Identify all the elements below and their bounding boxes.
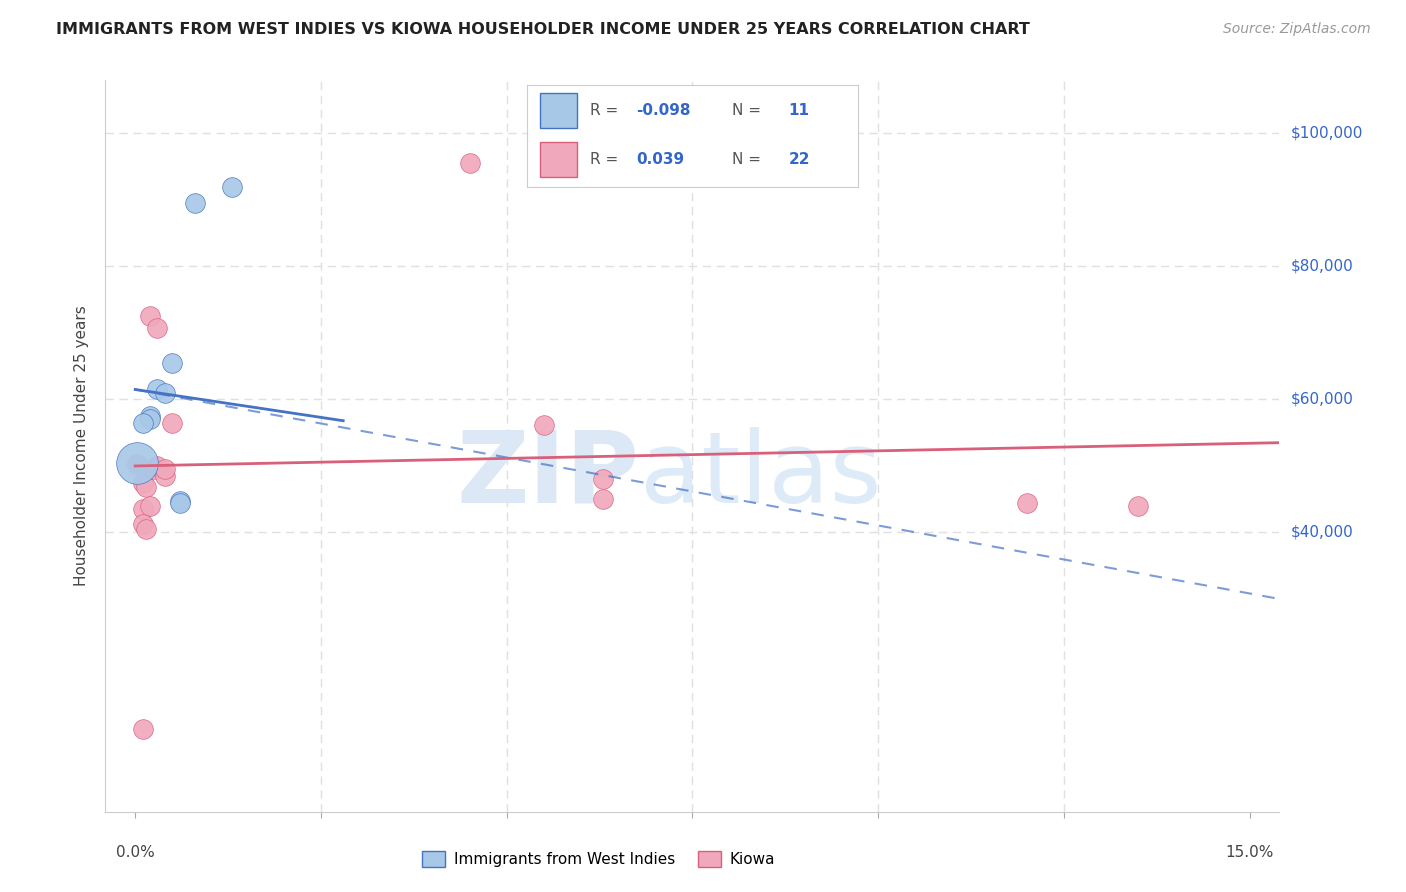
Point xyxy=(146,320,169,334)
Point xyxy=(592,492,614,507)
Text: ZIP: ZIP xyxy=(457,426,640,524)
Point xyxy=(153,469,176,483)
Text: 11: 11 xyxy=(789,103,810,118)
Point xyxy=(183,196,205,211)
Point xyxy=(169,495,191,509)
Point xyxy=(131,517,153,532)
Point xyxy=(533,417,555,432)
Point xyxy=(139,409,162,423)
Point xyxy=(125,456,148,470)
Text: IMMIGRANTS FROM WEST INDIES VS KIOWA HOUSEHOLDER INCOME UNDER 25 YEARS CORRELATI: IMMIGRANTS FROM WEST INDIES VS KIOWA HOU… xyxy=(56,22,1031,37)
Legend: Immigrants from West Indies, Kiowa: Immigrants from West Indies, Kiowa xyxy=(416,846,782,873)
Point xyxy=(162,416,184,430)
Point xyxy=(131,502,153,516)
Text: atlas: atlas xyxy=(640,426,882,524)
Text: 0.0%: 0.0% xyxy=(115,845,155,860)
Point xyxy=(221,179,243,194)
Text: $60,000: $60,000 xyxy=(1291,392,1354,407)
Bar xyxy=(540,93,576,128)
Point xyxy=(592,472,614,486)
Text: $80,000: $80,000 xyxy=(1291,259,1354,274)
Point xyxy=(146,458,169,473)
Point xyxy=(146,383,169,397)
Point xyxy=(169,493,191,508)
Text: R =: R = xyxy=(591,103,623,118)
Point xyxy=(1015,495,1038,509)
Text: N =: N = xyxy=(733,153,766,167)
Y-axis label: Householder Income Under 25 years: Householder Income Under 25 years xyxy=(75,306,90,586)
Text: -0.098: -0.098 xyxy=(637,103,690,118)
Text: 0.039: 0.039 xyxy=(637,153,685,167)
Point xyxy=(131,722,153,736)
Text: R =: R = xyxy=(591,153,623,167)
Bar xyxy=(540,142,576,177)
Point xyxy=(135,522,157,536)
Text: $40,000: $40,000 xyxy=(1291,525,1354,540)
Text: Source: ZipAtlas.com: Source: ZipAtlas.com xyxy=(1223,22,1371,37)
Text: 22: 22 xyxy=(789,153,810,167)
Point xyxy=(139,499,162,513)
Point xyxy=(139,412,162,426)
Point xyxy=(153,385,176,400)
Text: N =: N = xyxy=(733,103,766,118)
Point xyxy=(127,457,149,471)
Point xyxy=(139,310,162,324)
Point xyxy=(458,156,481,170)
Point xyxy=(162,356,184,370)
Point xyxy=(135,480,157,494)
Point xyxy=(1128,499,1150,513)
Point xyxy=(630,158,652,172)
Point xyxy=(142,462,165,476)
Text: $100,000: $100,000 xyxy=(1291,126,1364,141)
Point xyxy=(131,416,153,430)
Point xyxy=(131,475,153,490)
Text: 15.0%: 15.0% xyxy=(1226,845,1274,860)
Point xyxy=(153,462,176,476)
